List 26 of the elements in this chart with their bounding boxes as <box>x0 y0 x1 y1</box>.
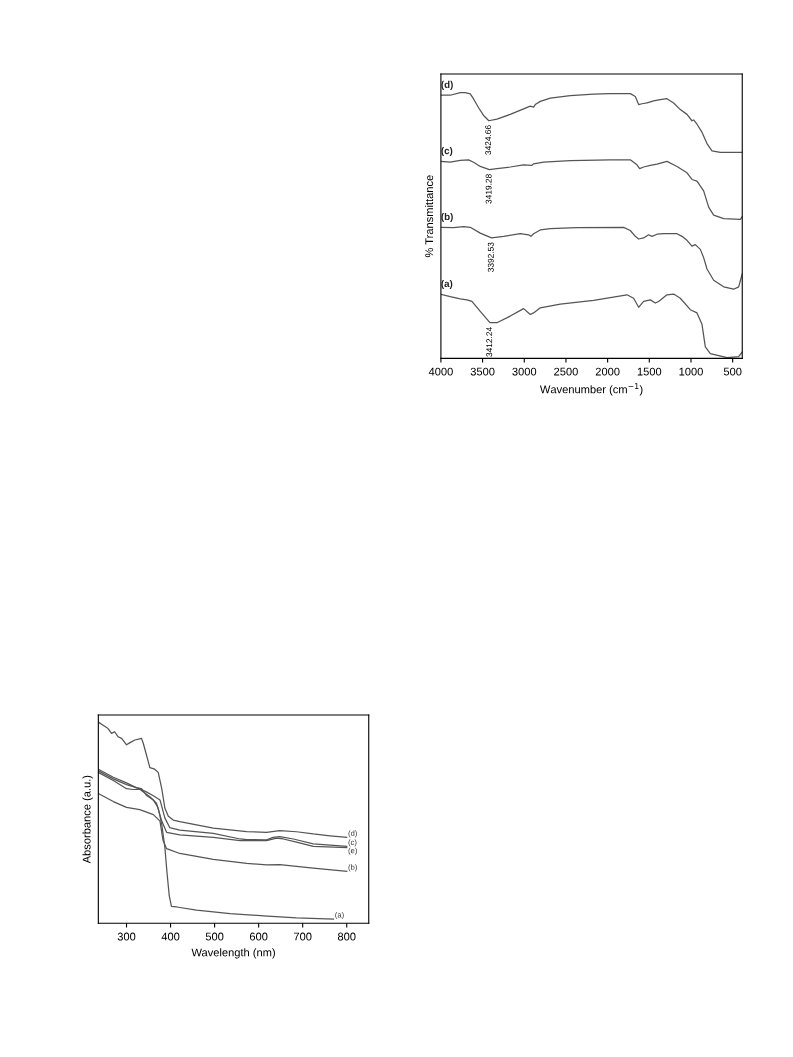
x-tick-label: 800 <box>337 932 356 941</box>
x-tick-label: 4000 <box>428 367 453 376</box>
x-tick-label: 2000 <box>595 367 620 376</box>
x-axis-title: Wavenumber (cm$^{−1}$) <box>539 383 643 396</box>
y-axis-title: Absorbance (a.u.) <box>82 775 93 864</box>
annotation: 3424.66 <box>485 125 492 155</box>
x-tick-label: 500 <box>723 367 742 376</box>
series-label: (a) <box>441 279 453 289</box>
y-axis-title: % Transmittance <box>424 175 434 258</box>
x-tick-label: 2500 <box>554 367 578 376</box>
x-tick-label: 1500 <box>637 367 662 376</box>
x-tick-label: 300 <box>117 932 136 941</box>
series-label: (d) <box>441 80 453 90</box>
series-label: (c) <box>441 147 453 157</box>
x-tick-label: 500 <box>205 932 224 941</box>
annotation: 3412.24 <box>486 327 493 357</box>
x-tick-label: 1000 <box>679 367 703 376</box>
x-tick-label: 700 <box>293 932 312 941</box>
x-tick-label: 3500 <box>470 367 495 376</box>
annotation: 3419.28 <box>485 174 492 204</box>
x-tick-label: 3000 <box>512 367 537 376</box>
x-tick-label: 400 <box>161 932 180 941</box>
x-tick-label: 600 <box>249 932 268 941</box>
annotation: 3392.53 <box>487 242 494 272</box>
x-axis-title: Wavelength (nm) <box>191 948 275 959</box>
series-label: (b) <box>441 212 453 222</box>
